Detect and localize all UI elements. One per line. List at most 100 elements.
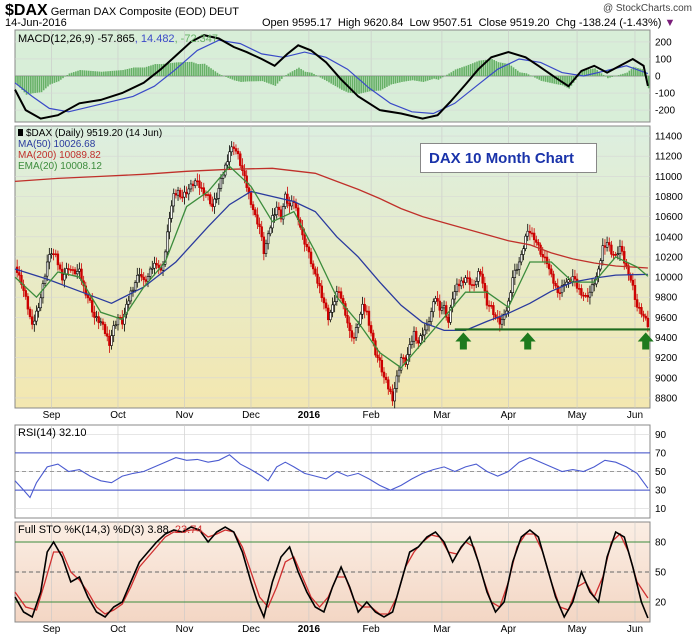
macd-histogram-bar	[311, 72, 313, 76]
macd-histogram-bar	[476, 61, 478, 76]
y-tick-label: 0	[655, 72, 661, 83]
macd-histogram-bar	[647, 76, 650, 89]
candle-body	[550, 268, 553, 275]
candle-body	[481, 273, 484, 284]
candle-body	[477, 271, 480, 282]
macd-histogram-bar	[392, 76, 395, 85]
macd-histogram-bar	[386, 76, 388, 87]
macd-histogram-bar	[105, 71, 107, 76]
candle-body	[189, 183, 193, 190]
macd-histogram-bar	[285, 75, 287, 76]
macd-histogram-bar	[278, 76, 281, 82]
macd-histogram-bar	[461, 67, 463, 76]
macd-histogram-bar	[351, 76, 354, 94]
candle-body	[176, 189, 180, 196]
macd-histogram-bar	[163, 63, 165, 76]
candle-body	[327, 307, 330, 321]
macd-histogram-bar	[429, 76, 431, 80]
x-tick-label: Sep	[43, 624, 61, 635]
x-tick-label: Oct	[110, 624, 126, 635]
macd-histogram-bar	[622, 73, 624, 76]
candle-body	[63, 274, 66, 281]
candle-body	[537, 242, 540, 246]
high-label: High	[337, 17, 361, 29]
price-legend-swatch	[18, 129, 23, 136]
candle-body	[322, 297, 326, 304]
candle-body	[125, 303, 128, 315]
macd-histogram-bar	[296, 68, 298, 76]
macd-histogram-bar	[508, 64, 511, 76]
macd-histogram-bar	[68, 73, 71, 76]
open-value: 9595.17	[291, 17, 332, 29]
y-tick-label: 9800	[655, 293, 678, 304]
candle-body	[191, 183, 195, 187]
up-arrow-icon	[519, 332, 536, 350]
macd-histogram-bar	[259, 76, 262, 82]
macd-histogram-bar	[604, 76, 607, 77]
macd-histogram-bar	[493, 60, 495, 76]
y-tick-label: 90	[655, 430, 667, 441]
macd-histogram-bar	[491, 58, 493, 76]
x-tick-label: Nov	[176, 624, 194, 635]
candle-body	[494, 314, 497, 318]
candle-body	[131, 289, 135, 292]
macd-histogram-bar	[197, 64, 199, 76]
candle-body	[200, 187, 203, 189]
macd-histogram-bar	[426, 76, 429, 81]
candle-body	[623, 251, 626, 264]
candle-body	[30, 316, 34, 325]
macd-histogram-bar	[276, 76, 279, 84]
macd-histogram-bar	[304, 71, 307, 76]
candle-body	[269, 227, 272, 235]
candle-body	[449, 307, 452, 323]
macd-histogram-bar	[21, 76, 24, 90]
candle-body	[217, 188, 221, 199]
candle-body	[372, 332, 375, 342]
macd-histogram-bar	[128, 68, 131, 76]
candle-body	[140, 274, 143, 278]
candle-body	[468, 277, 471, 285]
macd-histogram-bar	[302, 70, 305, 76]
candle-body	[155, 262, 158, 266]
candle-body	[387, 379, 390, 390]
candle-body	[198, 180, 201, 188]
x-tick-label: Mar	[433, 624, 451, 635]
macd-histogram-bar	[53, 76, 56, 83]
candle-body	[618, 245, 622, 255]
candle-body	[455, 283, 459, 292]
macd-histogram-bar	[323, 76, 326, 80]
macd-histogram-bar	[338, 76, 341, 89]
macd-histogram-bar	[81, 70, 84, 76]
y-tick-label: 11200	[655, 152, 683, 163]
macd-histogram-bar	[178, 62, 180, 76]
y-tick-label: 30	[655, 486, 667, 497]
candle-body	[547, 263, 551, 270]
y-tick-label: 9000	[655, 373, 678, 384]
y-tick-label: 10600	[655, 212, 683, 223]
candle-body	[348, 322, 351, 331]
macd-histogram-bar	[439, 76, 442, 79]
candle-body	[166, 231, 169, 253]
macd-histogram-bar	[521, 72, 523, 76]
candle-body	[279, 209, 283, 220]
macd-histogram-bar	[540, 76, 543, 81]
candle-body	[517, 261, 521, 270]
down-triangle-icon: ▼	[664, 17, 676, 29]
macd-histogram-bar	[399, 76, 401, 83]
macd-histogram-bar	[542, 76, 545, 82]
macd-histogram-bar	[611, 76, 613, 77]
candle-body	[88, 297, 92, 301]
candle-body	[333, 301, 336, 306]
macd-histogram-bar	[231, 76, 234, 80]
candle-body	[644, 315, 647, 319]
candle-body	[466, 277, 469, 279]
close-label: Close	[478, 17, 507, 29]
macd-histogram-bar	[72, 72, 75, 76]
candle-body	[60, 268, 64, 281]
y-tick-label: 10800	[655, 192, 683, 203]
macd-histogram-bar	[42, 76, 45, 91]
candle-body	[281, 206, 285, 220]
y-tick-label: 9400	[655, 333, 678, 344]
candle-body	[264, 243, 268, 255]
candle-body	[552, 273, 555, 284]
